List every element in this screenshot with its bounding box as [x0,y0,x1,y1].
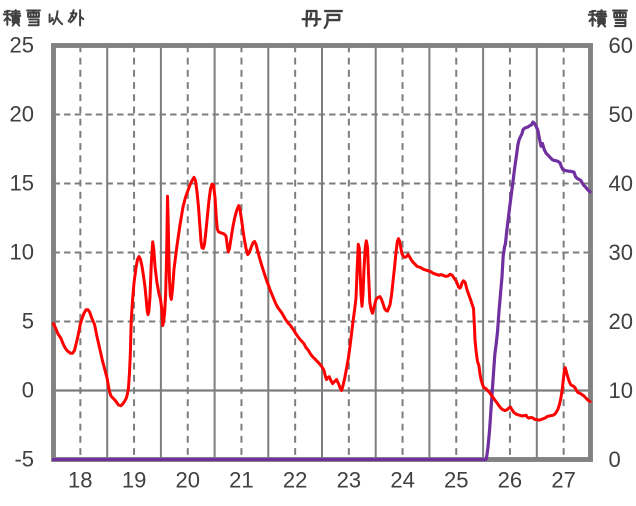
svg-text:25: 25 [444,468,468,493]
svg-text:27: 27 [551,468,575,493]
svg-text:20: 20 [176,468,200,493]
svg-text:50: 50 [609,102,633,127]
svg-text:40: 40 [609,171,633,196]
svg-text:26: 26 [498,468,522,493]
svg-text:15: 15 [10,171,34,196]
svg-text:10: 10 [609,378,633,403]
svg-text:24: 24 [390,468,414,493]
svg-text:0: 0 [22,378,34,403]
svg-text:18: 18 [68,468,92,493]
svg-text:-5: -5 [14,447,34,472]
svg-text:25: 25 [10,33,34,58]
svg-text:19: 19 [122,468,146,493]
svg-text:5: 5 [22,309,34,334]
svg-text:0: 0 [609,447,621,472]
svg-text:60: 60 [609,33,633,58]
svg-text:20: 20 [10,102,34,127]
svg-text:22: 22 [283,468,307,493]
svg-text:10: 10 [10,240,34,265]
svg-text:30: 30 [609,240,633,265]
svg-text:23: 23 [337,468,361,493]
svg-text:21: 21 [229,468,253,493]
svg-text:20: 20 [609,309,633,334]
